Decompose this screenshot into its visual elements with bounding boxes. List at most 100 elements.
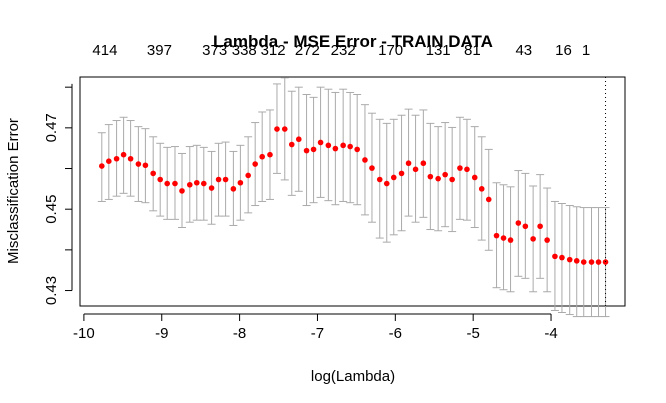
data-point bbox=[106, 158, 112, 164]
data-point bbox=[471, 174, 478, 181]
x-tick-label: -7 bbox=[311, 325, 324, 342]
data-point bbox=[259, 153, 265, 160]
x-axis: -10 -9 -8 -7 -6 -5 -4 bbox=[73, 313, 558, 342]
data-point bbox=[493, 232, 500, 239]
data-point bbox=[507, 237, 514, 243]
data-point bbox=[435, 175, 441, 182]
y-tick-label: 0.47 bbox=[43, 113, 60, 142]
y-tick-label: 0.43 bbox=[43, 276, 60, 305]
data-point bbox=[135, 161, 142, 167]
data-point bbox=[573, 258, 580, 264]
data-point bbox=[267, 151, 273, 158]
data-point bbox=[208, 185, 215, 191]
data-point bbox=[390, 174, 397, 181]
top-axis-label: 373 bbox=[202, 42, 227, 59]
data-point bbox=[559, 254, 565, 261]
data-point bbox=[552, 253, 558, 260]
data-point bbox=[464, 166, 470, 173]
y-axis-label: Misclassification Error bbox=[5, 118, 22, 264]
data-point bbox=[150, 170, 156, 177]
data-point bbox=[544, 237, 550, 243]
data-point bbox=[420, 160, 427, 167]
data-point bbox=[340, 142, 346, 149]
top-axis-label: 81 bbox=[464, 42, 481, 59]
x-tick-label: -5 bbox=[467, 325, 480, 342]
top-axis-label: 338 bbox=[232, 42, 257, 59]
data-point bbox=[595, 259, 602, 265]
data-points bbox=[99, 126, 609, 265]
data-point bbox=[295, 136, 302, 143]
data-point bbox=[362, 157, 368, 163]
data-point bbox=[317, 139, 324, 146]
data-point bbox=[485, 196, 492, 203]
data-point bbox=[215, 176, 222, 183]
y-tick-label: 0.45 bbox=[43, 195, 60, 224]
top-axis-label: 43 bbox=[515, 42, 532, 59]
data-point bbox=[230, 186, 237, 192]
data-point bbox=[500, 235, 507, 241]
data-point bbox=[142, 162, 149, 169]
top-axis-label: 16 bbox=[555, 42, 572, 59]
data-point bbox=[222, 176, 229, 183]
data-point bbox=[281, 126, 288, 132]
data-point bbox=[354, 146, 360, 153]
data-point bbox=[522, 223, 529, 230]
data-point bbox=[405, 160, 412, 167]
x-tick-label: -6 bbox=[389, 325, 402, 342]
x-tick-label: -9 bbox=[155, 325, 168, 342]
data-point bbox=[113, 155, 120, 162]
data-point bbox=[427, 173, 434, 180]
top-axis-label: 414 bbox=[92, 42, 117, 59]
data-point bbox=[245, 172, 251, 179]
data-point bbox=[120, 151, 127, 158]
y-axis: 0.43 0.45 0.47 bbox=[43, 83, 73, 305]
data-point bbox=[515, 220, 522, 226]
data-point bbox=[164, 180, 170, 187]
data-point bbox=[566, 256, 573, 263]
data-point bbox=[369, 165, 375, 171]
data-point bbox=[310, 146, 317, 153]
data-point bbox=[588, 259, 595, 265]
data-point bbox=[200, 180, 207, 187]
data-point bbox=[325, 142, 332, 149]
top-axis-label: 312 bbox=[261, 42, 286, 59]
data-point bbox=[303, 147, 310, 154]
top-axis-label: 397 bbox=[147, 42, 172, 59]
data-point bbox=[580, 259, 587, 265]
data-point bbox=[530, 236, 536, 242]
data-point bbox=[398, 170, 405, 177]
x-tick-label: -4 bbox=[544, 325, 557, 342]
x-tick-label: -8 bbox=[233, 325, 246, 342]
data-point bbox=[347, 143, 353, 150]
data-point bbox=[383, 180, 390, 187]
chart-title: Lambda - MSE Error - TRAIN DATA bbox=[213, 32, 493, 51]
top-axis-label: 170 bbox=[378, 42, 403, 59]
top-axis-label: 232 bbox=[331, 42, 356, 59]
data-point bbox=[288, 141, 295, 148]
data-point bbox=[457, 165, 463, 171]
data-point bbox=[449, 176, 455, 183]
data-point bbox=[157, 176, 163, 183]
top-axis-label: 131 bbox=[426, 42, 451, 59]
data-point bbox=[99, 163, 105, 169]
top-axis-label: 1 bbox=[582, 42, 590, 59]
data-point bbox=[127, 155, 134, 162]
data-point bbox=[186, 181, 193, 188]
plot-box bbox=[79, 76, 626, 307]
data-point bbox=[376, 176, 383, 183]
data-point bbox=[172, 180, 178, 187]
data-point bbox=[193, 179, 200, 186]
data-point bbox=[537, 223, 543, 230]
data-point bbox=[478, 186, 485, 192]
data-point bbox=[602, 259, 609, 265]
data-point bbox=[332, 145, 339, 152]
data-point bbox=[179, 188, 185, 194]
data-point bbox=[274, 126, 280, 132]
top-axis: 414 397 373 338 312 272 232 170 131 81 43 16 1 bbox=[92, 42, 590, 59]
data-point bbox=[252, 161, 258, 167]
data-point bbox=[237, 179, 244, 186]
x-tick-label: -10 bbox=[73, 325, 95, 342]
data-point bbox=[412, 166, 419, 173]
data-point bbox=[442, 171, 448, 178]
